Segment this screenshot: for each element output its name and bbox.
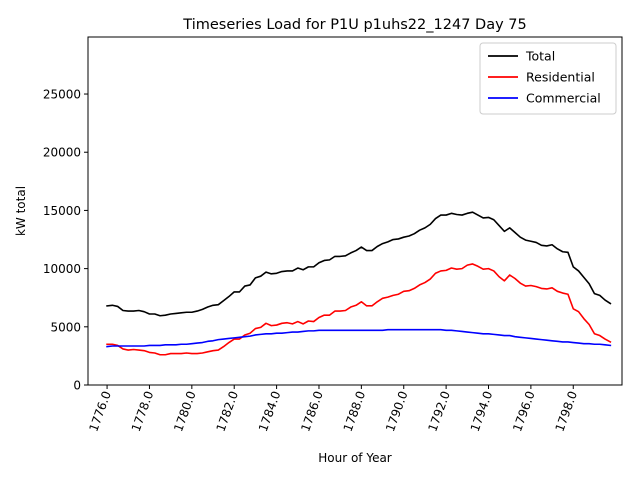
legend: Total Residential Commercial (479, 42, 617, 115)
series-line-total (106, 211, 612, 317)
plot-frame (87, 36, 623, 386)
legend-frame (479, 42, 617, 115)
y-tick-label: 10000 (43, 262, 81, 276)
legend-label-residential: Residential (526, 70, 595, 85)
series-line-commercial (106, 328, 612, 348)
y-axis-ticks: 0 5000 10000 15000 20000 25000 (43, 88, 88, 393)
legend-label-commercial: Commercial (526, 91, 601, 106)
y-tick-label: 25000 (43, 88, 81, 102)
y-tick-label: 20000 (43, 146, 81, 160)
y-tick-label: 15000 (43, 204, 81, 218)
series-line-residential (106, 263, 612, 356)
legend-label-total: Total (525, 49, 555, 64)
chart-title: Timeseries Load for P1U p1uhs22_1247 Day… (182, 17, 526, 33)
y-tick-label: 5000 (50, 320, 81, 334)
plot-lines (106, 211, 612, 356)
x-axis-label: Hour of Year (318, 451, 392, 465)
y-tick-label: 0 (73, 379, 81, 393)
y-axis-label: kW total (14, 186, 28, 236)
